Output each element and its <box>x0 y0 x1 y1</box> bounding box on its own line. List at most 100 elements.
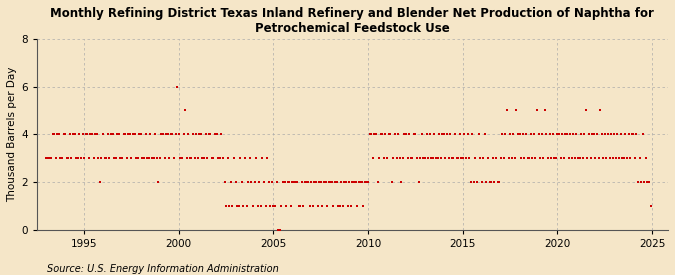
Point <box>344 180 354 184</box>
Point <box>481 180 492 184</box>
Point <box>388 156 399 160</box>
Point <box>637 132 648 136</box>
Point <box>598 156 609 160</box>
Point <box>580 108 591 113</box>
Point <box>510 156 520 160</box>
Point <box>379 156 389 160</box>
Point <box>448 156 459 160</box>
Point <box>511 108 522 113</box>
Point <box>551 156 562 160</box>
Point <box>134 132 144 136</box>
Point <box>334 204 345 208</box>
Point <box>377 132 387 136</box>
Point <box>570 156 580 160</box>
Point <box>601 156 612 160</box>
Point <box>489 180 500 184</box>
Point <box>271 180 282 184</box>
Point <box>282 180 293 184</box>
Point <box>57 156 68 160</box>
Point <box>213 156 223 160</box>
Point <box>539 108 550 113</box>
Point <box>484 180 495 184</box>
Point <box>65 132 76 136</box>
Point <box>255 204 266 208</box>
Point <box>632 180 643 184</box>
Point <box>268 204 279 208</box>
Point <box>183 132 194 136</box>
Point <box>524 156 535 160</box>
Point <box>250 156 261 160</box>
Point <box>371 132 381 136</box>
Point <box>446 156 457 160</box>
Point <box>366 132 377 136</box>
Point <box>341 180 352 184</box>
Point <box>40 156 51 160</box>
Title: Monthly Refining District Texas Inland Refinery and Blender Net Production of Na: Monthly Refining District Texas Inland R… <box>51 7 654 35</box>
Point <box>208 156 219 160</box>
Point <box>157 132 168 136</box>
Point <box>194 132 205 136</box>
Point <box>576 132 587 136</box>
Point <box>84 156 95 160</box>
Point <box>260 204 271 208</box>
Point <box>595 108 605 113</box>
Point <box>198 156 209 160</box>
Point <box>243 180 254 184</box>
Point <box>257 156 268 160</box>
Point <box>301 180 312 184</box>
Point <box>164 156 175 160</box>
Point <box>502 108 512 113</box>
Point <box>314 180 325 184</box>
Point <box>629 156 640 160</box>
Point <box>192 156 203 160</box>
Point <box>173 132 184 136</box>
Point <box>287 180 298 184</box>
Point <box>246 180 256 184</box>
Point <box>472 180 483 184</box>
Point <box>317 204 328 208</box>
Point <box>467 132 478 136</box>
Point <box>119 132 130 136</box>
Point <box>506 156 517 160</box>
Point <box>90 132 101 136</box>
Point <box>603 132 614 136</box>
Point <box>200 132 211 136</box>
Point <box>582 156 593 160</box>
Point <box>505 132 516 136</box>
Point <box>254 180 265 184</box>
Point <box>336 180 347 184</box>
Point <box>408 132 419 136</box>
Point <box>175 156 186 160</box>
Point <box>142 156 153 160</box>
Point <box>413 180 424 184</box>
Point <box>456 156 466 160</box>
Point <box>560 132 571 136</box>
Point <box>538 156 549 160</box>
Point <box>596 132 607 136</box>
Point <box>197 156 208 160</box>
Point <box>393 132 404 136</box>
Point <box>618 156 629 160</box>
Point <box>380 132 391 136</box>
Point <box>205 132 216 136</box>
Point <box>552 132 563 136</box>
Point <box>47 132 58 136</box>
Point <box>628 132 639 136</box>
Point <box>122 156 132 160</box>
Point <box>432 156 443 160</box>
Point <box>610 156 621 160</box>
Point <box>418 156 429 160</box>
Point <box>267 180 277 184</box>
Point <box>227 204 238 208</box>
Point <box>221 204 232 208</box>
Point <box>420 156 431 160</box>
Point <box>574 156 585 160</box>
Point <box>571 132 582 136</box>
Point <box>295 204 306 208</box>
Point <box>216 132 227 136</box>
Point <box>315 180 326 184</box>
Point <box>645 204 656 208</box>
Point <box>55 156 66 160</box>
Point <box>224 204 235 208</box>
Point <box>85 132 96 136</box>
